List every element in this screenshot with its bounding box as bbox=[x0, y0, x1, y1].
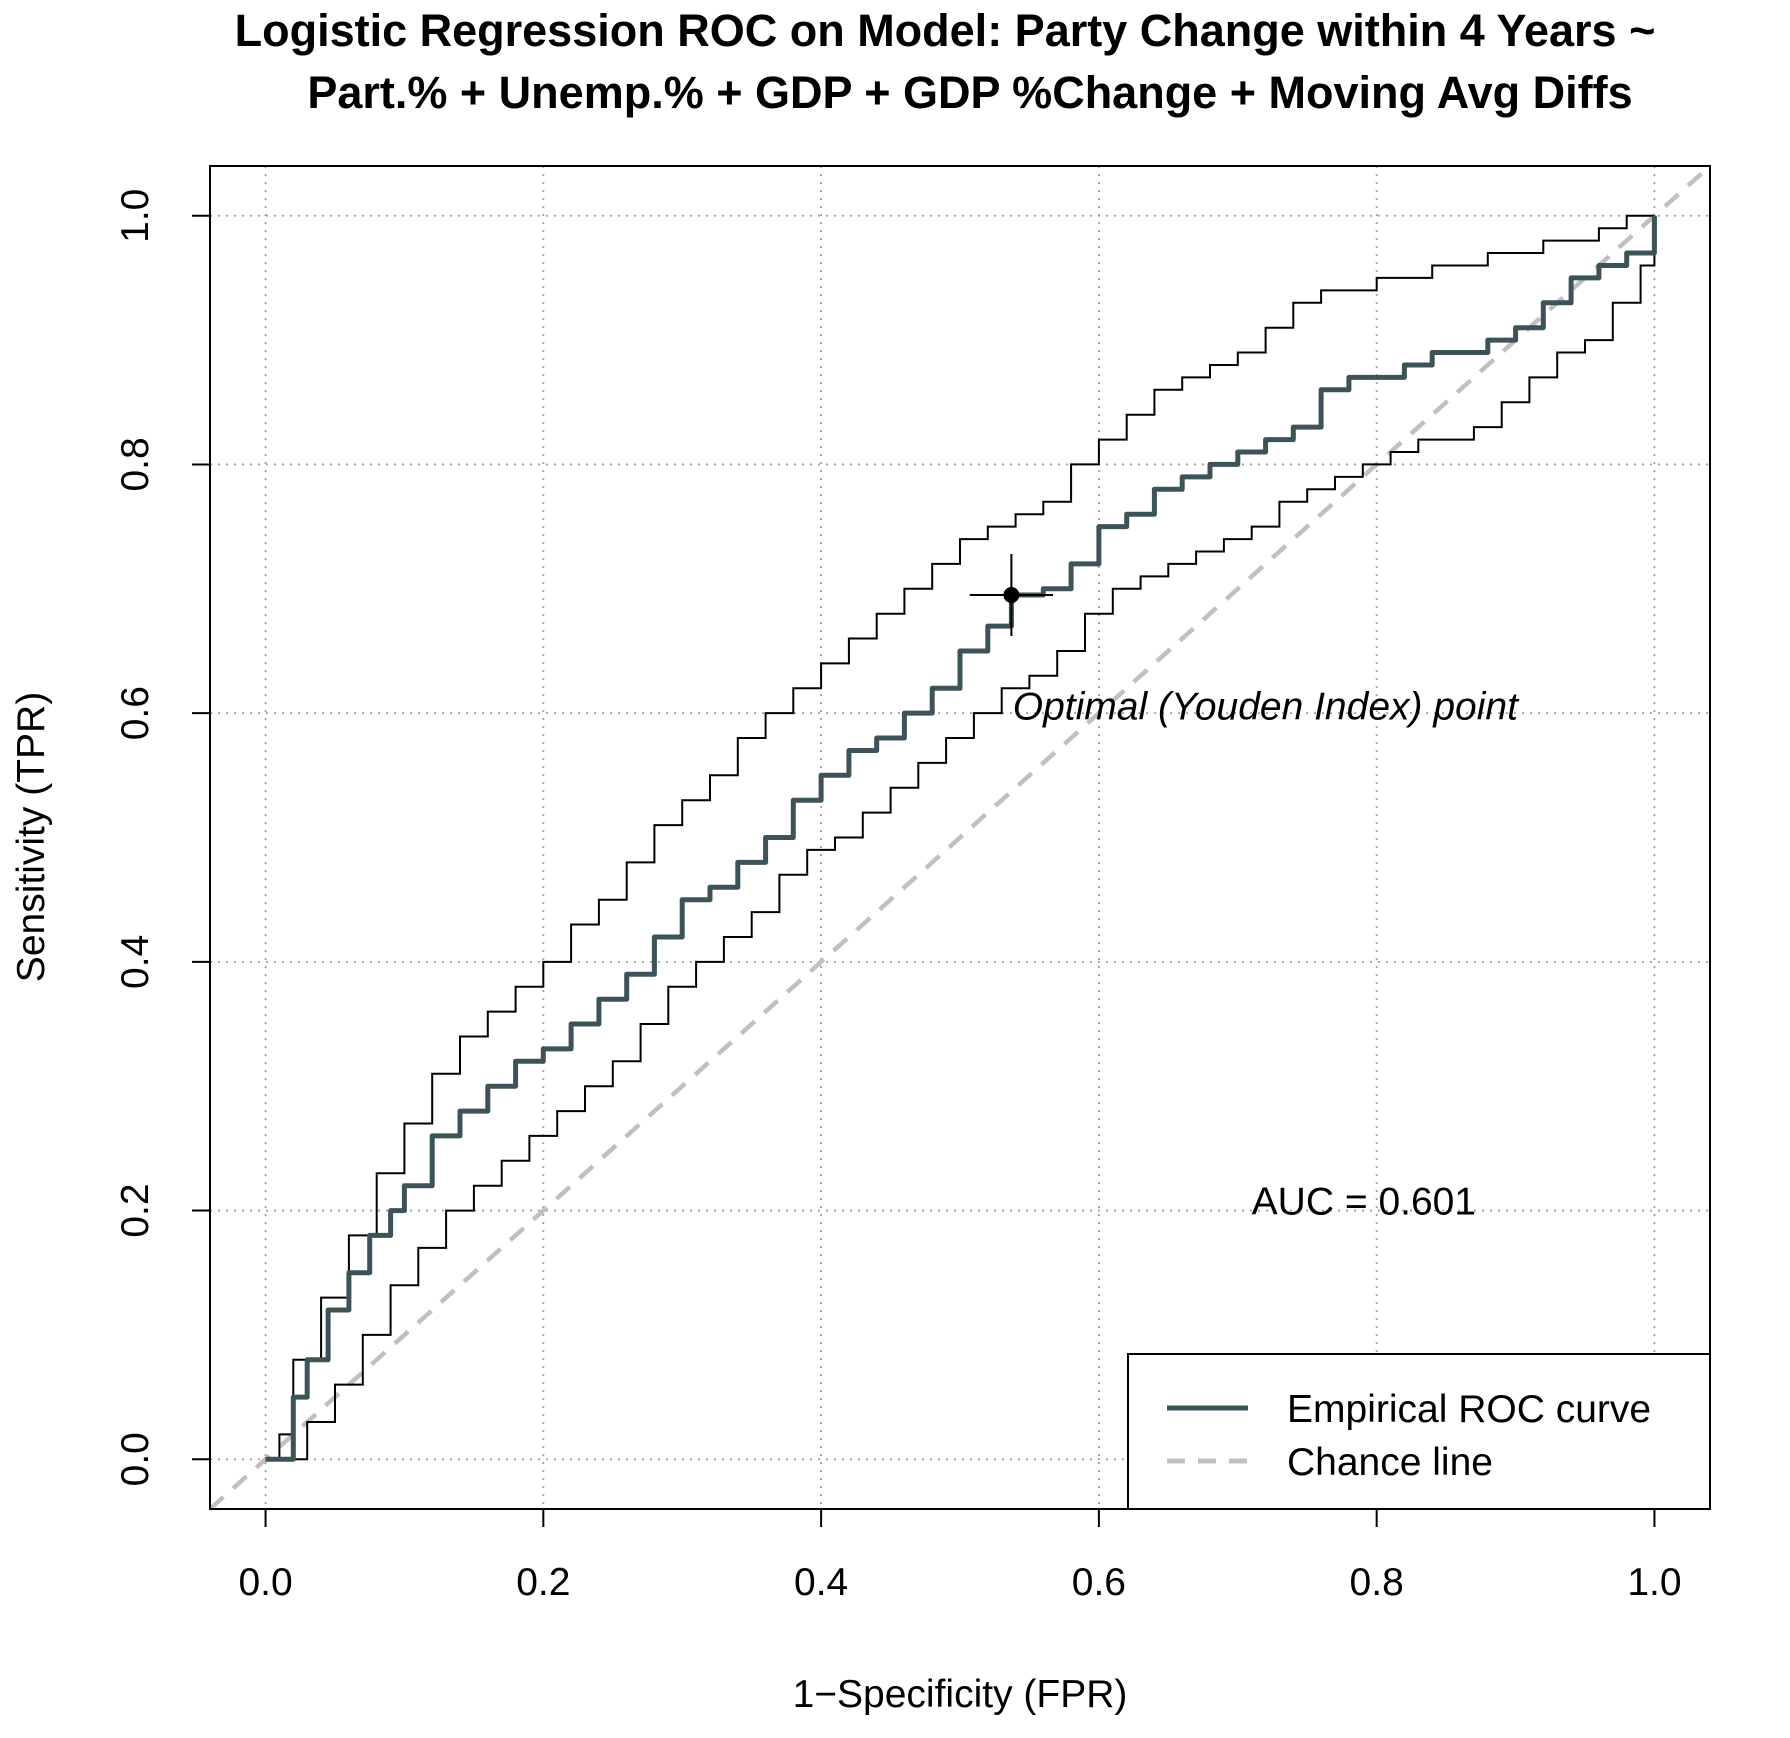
x-tick-label-5: 1.0 bbox=[1627, 1561, 1681, 1604]
chart-title-line-2: Part.% + Unemp.% + GDP + GDP %Change + M… bbox=[307, 67, 1632, 118]
roc-curve-line bbox=[265, 215, 1657, 1462]
y-tick-label-2: 0.4 bbox=[114, 935, 157, 989]
legend-box bbox=[1127, 1353, 1711, 1510]
y-tick-label-5: 1.0 bbox=[114, 189, 157, 243]
confidence-band-lower bbox=[265, 215, 1656, 1461]
y-tick-label-1: 0.2 bbox=[114, 1183, 157, 1237]
confidence-band-layer bbox=[265, 214, 1656, 1461]
optimal-point-annotation: Optimal (Youden Index) point bbox=[1013, 685, 1520, 728]
x-tick-label-0: 0.0 bbox=[238, 1561, 292, 1604]
y-axis-label: Sensitivity (TPR) bbox=[10, 692, 53, 982]
y-axis-ticks: 0.0 0.2 0.4 0.6 0.8 1.0 bbox=[114, 189, 210, 1486]
optimal-point-layer bbox=[969, 553, 1054, 637]
y-tick-label-4: 0.8 bbox=[114, 437, 157, 491]
legend-label-chance: Chance line bbox=[1287, 1441, 1493, 1484]
roc-curve-layer bbox=[265, 215, 1657, 1462]
legend-label-roc: Empirical ROC curve bbox=[1287, 1388, 1651, 1431]
x-axis-ticks: 0.0 0.2 0.4 0.6 0.8 1.0 bbox=[238, 1508, 1682, 1604]
y-tick-label-0: 0.0 bbox=[114, 1432, 157, 1486]
y-tick-label-3: 0.6 bbox=[114, 686, 157, 740]
chance-line bbox=[208, 164, 1712, 1511]
x-axis-label: 1−Specificity (FPR) bbox=[793, 1673, 1128, 1716]
confidence-band-upper bbox=[265, 214, 1655, 1461]
chart-title-line-1: Logistic Regression ROC on Model: Party … bbox=[235, 5, 1656, 56]
x-tick-label-1: 0.2 bbox=[516, 1561, 570, 1604]
x-tick-label-3: 0.6 bbox=[1072, 1561, 1126, 1604]
x-tick-label-4: 0.8 bbox=[1350, 1561, 1404, 1604]
auc-annotation: AUC = 0.601 bbox=[1252, 1180, 1476, 1223]
chance-line-layer bbox=[208, 164, 1712, 1511]
optimal-point-marker bbox=[1003, 587, 1020, 604]
x-tick-label-2: 0.4 bbox=[794, 1561, 848, 1604]
legend: Empirical ROC curve Chance line bbox=[1127, 1353, 1711, 1510]
